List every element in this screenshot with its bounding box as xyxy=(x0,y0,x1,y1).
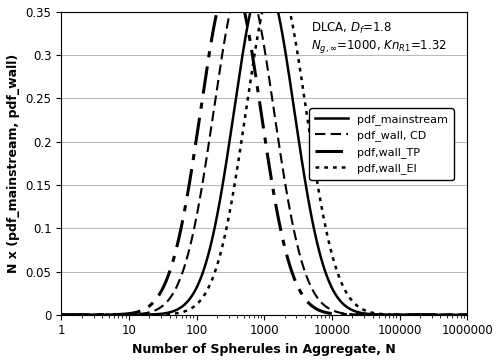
Line: pdf_mainstream: pdf_mainstream xyxy=(61,0,467,315)
pdf_mainstream xyxy=(456,313,462,317)
pdf,wall_EI xyxy=(58,313,64,317)
pdf_mainstream xyxy=(464,313,470,317)
pdf,wall_EI xyxy=(412,313,418,317)
pdf,wall_TP xyxy=(214,9,220,14)
Y-axis label: N x (pdf_mainstream, pdf_wall): N x (pdf_mainstream, pdf_wall) xyxy=(7,54,20,273)
pdf,wall_EI xyxy=(214,264,220,268)
pdf,wall_EI xyxy=(128,313,134,317)
pdf_wall, CD xyxy=(464,313,470,317)
pdf,wall_TP xyxy=(128,311,134,315)
Line: pdf_wall, CD: pdf_wall, CD xyxy=(61,0,467,315)
pdf_wall, CD xyxy=(456,313,462,317)
pdf,wall_EI xyxy=(464,313,470,317)
pdf,wall_TP xyxy=(464,313,470,317)
pdf,wall_EI xyxy=(456,313,462,317)
pdf,wall_TP xyxy=(456,313,462,317)
pdf_mainstream xyxy=(104,313,110,317)
pdf_mainstream xyxy=(128,313,134,317)
pdf_wall, CD xyxy=(214,87,220,91)
pdf,wall_TP xyxy=(412,313,418,317)
Legend: pdf_mainstream, pdf_wall, CD, pdf,wall_TP, pdf,wall_EI: pdf_mainstream, pdf_wall, CD, pdf,wall_T… xyxy=(310,108,454,180)
pdf,wall_EI xyxy=(232,183,237,187)
pdf_wall, CD xyxy=(128,312,134,317)
pdf_mainstream xyxy=(214,215,220,219)
pdf,wall_TP xyxy=(104,313,110,317)
pdf_mainstream xyxy=(232,106,237,110)
Line: pdf,wall_TP: pdf,wall_TP xyxy=(61,0,467,315)
pdf_wall, CD xyxy=(104,313,110,317)
pdf,wall_EI xyxy=(104,313,110,317)
pdf_wall, CD xyxy=(58,313,64,317)
pdf_mainstream xyxy=(412,313,418,317)
Text: DLCA, $D_f$=1.8
$N_{g,∞}$=1000, $Kn_{R1}$=1.32: DLCA, $D_f$=1.8 $N_{g,∞}$=1000, $Kn_{R1}… xyxy=(311,21,447,55)
X-axis label: Number of Spherules in Aggregate, N: Number of Spherules in Aggregate, N xyxy=(132,343,396,356)
pdf_mainstream xyxy=(58,313,64,317)
pdf,wall_TP xyxy=(58,313,64,317)
pdf_wall, CD xyxy=(412,313,418,317)
Line: pdf,wall_EI: pdf,wall_EI xyxy=(61,0,467,315)
